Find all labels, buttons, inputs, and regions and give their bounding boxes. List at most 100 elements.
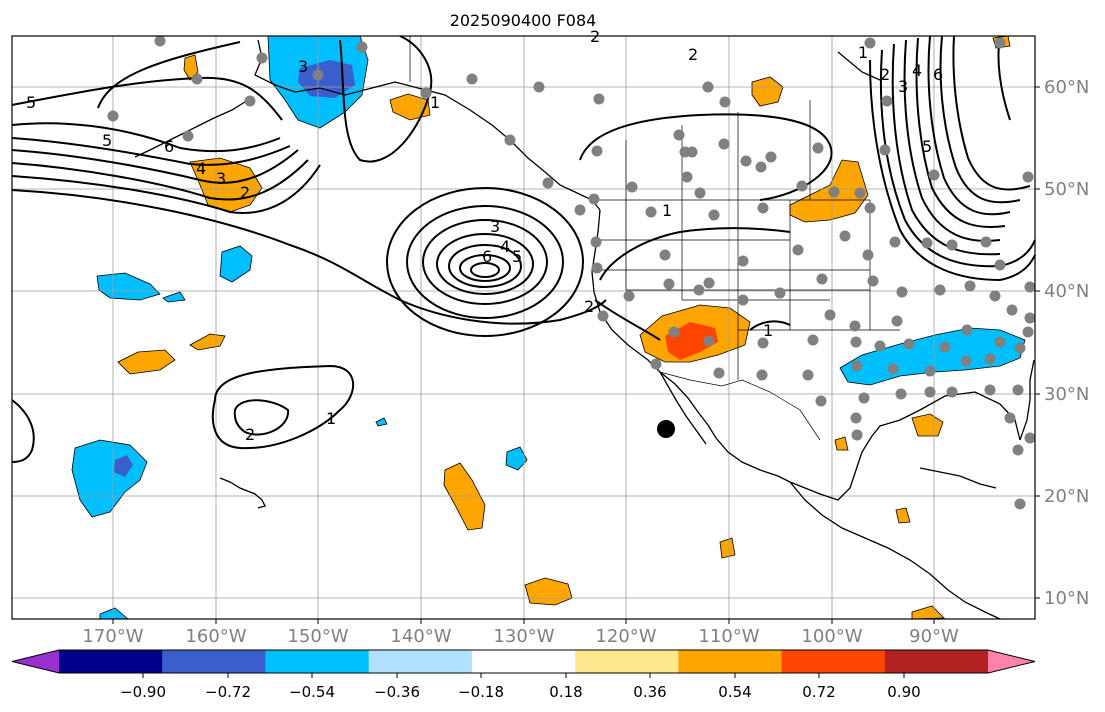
lon-label: 120°W: [595, 626, 656, 647]
contour-label: 3: [216, 169, 226, 188]
colorbar-segment: [781, 650, 886, 673]
lon-label: 140°W: [390, 626, 451, 647]
contour-label: 5: [922, 137, 932, 156]
coast-east-us: [1019, 359, 1035, 441]
lon-label: 150°W: [287, 626, 348, 647]
shade-hudson-positive: [751, 76, 784, 107]
contour-label: 4: [500, 237, 510, 256]
colorbar-segment: [265, 650, 370, 673]
colorbar-tick-labels: −0.90 −0.72 −0.54 −0.36 −0.18 0.18 0.36 …: [120, 683, 921, 701]
contour-label: 4: [912, 61, 922, 80]
colorbar-outline: [11, 649, 1036, 674]
contour-lines: [11, 35, 1036, 463]
colorbar: −0.90 −0.72 −0.54 −0.36 −0.18 0.18 0.36 …: [11, 649, 1036, 701]
contour-label: 6: [933, 65, 943, 84]
contour-label: 1: [763, 321, 773, 340]
contour-label: 2: [240, 183, 250, 202]
shade-west-pacific-negative-b: [219, 245, 253, 283]
contour-label: 1: [662, 201, 672, 220]
contour-label: 4: [196, 159, 206, 178]
colorbar-segment: [471, 650, 576, 673]
shade-south-edge-positive: [911, 605, 945, 620]
coastlines: [134, 39, 1035, 620]
colorbar-segment: [368, 650, 473, 673]
lon-label: 170°W: [82, 626, 143, 647]
contour-label: 2: [584, 297, 594, 316]
coast-aleutians: [134, 99, 249, 158]
lon-label: 110°W: [698, 626, 759, 647]
contour-label: 5: [26, 93, 36, 112]
colorbar-tick-label: −0.72: [205, 683, 251, 701]
colorbar-extension-low: [12, 650, 59, 673]
station-dots: [107, 35, 1036, 510]
contour-label: 3: [898, 77, 908, 96]
colorbar-tick-label: 0.72: [802, 683, 835, 701]
lat-label: 10°N: [1044, 588, 1089, 609]
contour-label: 5: [512, 247, 522, 266]
figure-title: 2025090400 F084: [450, 11, 597, 30]
coast-alaska: [254, 39, 601, 211]
contour-label: 2: [880, 65, 890, 84]
colorbar-tick-label: 0.36: [633, 683, 666, 701]
shade-caribbean-positive-a: [719, 537, 736, 559]
map-panel: 5 5 6 4 3 2 2 3 1 3 4 5 6 2 1 1 2 1 2 1 …: [11, 27, 1036, 620]
coast-baja: [659, 371, 707, 445]
contour-label: 6: [164, 137, 174, 156]
colorbar-tick-label: −0.54: [289, 683, 335, 701]
colorbar-segment: [575, 650, 679, 673]
lon-label: 100°W: [801, 626, 862, 647]
lat-label: 30°N: [1044, 384, 1089, 405]
colorbar-tick-label: −0.18: [458, 683, 504, 701]
colorbar-ticks: [142, 673, 905, 678]
shade-caribbean-positive-b: [895, 507, 911, 524]
lon-labels: 170°W 160°W 150°W 140°W 130°W 120°W 110°…: [82, 626, 959, 647]
colorbar-segment: [162, 650, 266, 673]
colorbar-tick-label: −0.90: [120, 683, 166, 701]
contour-label: 2: [245, 425, 255, 444]
contour-label: 5: [102, 131, 112, 150]
colorbar-tick-label: 0.54: [718, 683, 751, 701]
colorbar-extension-high: [988, 650, 1035, 673]
boundaries: [409, 36, 900, 441]
colorbar-segment: [59, 650, 163, 673]
shade-alaska-core: [298, 60, 355, 98]
colorbar-tick-label: 0.90: [887, 683, 920, 701]
contour-label: 1: [430, 93, 440, 112]
coast-central-america: [789, 481, 1001, 620]
shade-west-pacific-negative-c: [162, 291, 186, 303]
highlight-marker: [657, 420, 675, 438]
lat-label: 60°N: [1044, 77, 1089, 98]
axis-ticks: [112, 86, 1040, 624]
coast-gulf-of-mexico: [789, 391, 1021, 501]
lon-label: 90°W: [909, 626, 959, 647]
shade-east-pacific-negative: [505, 446, 528, 471]
lat-labels: 60°N 50°N 40°N 30°N 20°N 10°N: [1044, 77, 1089, 609]
lat-label: 50°N: [1044, 179, 1089, 200]
contour-label: 6: [482, 247, 492, 266]
contour-label: 3: [490, 217, 500, 236]
contour-label: 1: [858, 43, 868, 62]
shade-hawaii-core: [114, 455, 133, 477]
shade-gulf-positive-b: [834, 436, 849, 451]
shade-east-pacific-small-negative: [375, 417, 388, 427]
contour-label: 2: [688, 45, 698, 64]
shade-central-pacific-positive-a: [117, 349, 176, 375]
colorbar-segments: [11, 649, 1036, 674]
shade-gulf-positive-a: [911, 413, 944, 437]
coast-west-north-america: [591, 209, 791, 483]
colorbar-tick-label: −0.36: [374, 683, 420, 701]
shade-east-pacific-positive-a: [443, 462, 486, 531]
shade-gulf-alaska-positive: [389, 93, 431, 121]
colorbar-tick-label: 0.18: [549, 683, 582, 701]
lon-label: 160°W: [185, 626, 246, 647]
coast-cuba: [919, 467, 997, 489]
contour-label: 3: [298, 57, 308, 76]
lat-label: 20°N: [1044, 486, 1089, 507]
lon-label: 130°W: [493, 626, 554, 647]
contour-labels: 5 5 6 4 3 2 2 3 1 3 4 5 6 2 1 1 2 1 2 1 …: [26, 27, 943, 444]
colorbar-segment: [678, 650, 783, 673]
lat-label: 40°N: [1044, 281, 1089, 302]
coast-hawaii: [219, 477, 266, 509]
contour-label: 1: [326, 409, 336, 428]
